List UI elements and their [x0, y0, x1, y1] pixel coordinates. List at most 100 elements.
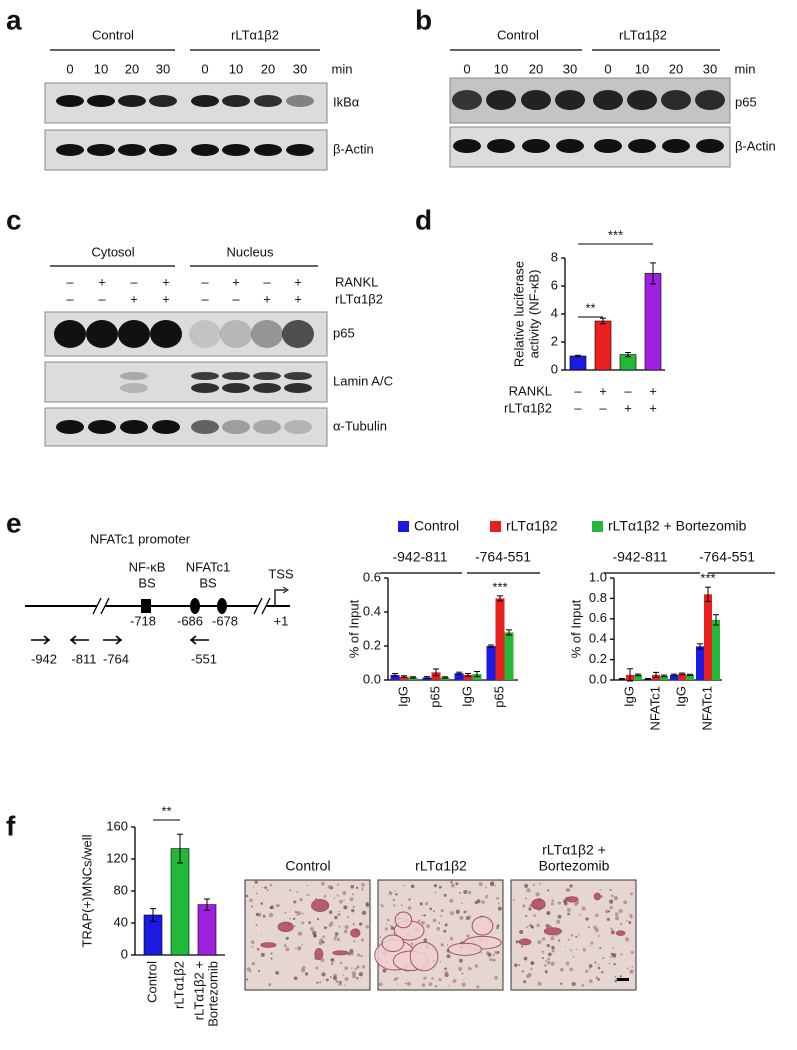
y-tick-label: 0.2	[363, 637, 381, 652]
micrograph-texture	[426, 924, 430, 929]
micrograph-texture	[526, 888, 531, 893]
condition-sign: –	[624, 383, 632, 398]
treatment-label: RANKL	[335, 274, 378, 289]
osteoclast	[531, 898, 546, 910]
blot-band	[253, 383, 281, 393]
micrograph-texture	[249, 898, 253, 903]
blot-band	[251, 320, 283, 348]
osteoclast	[543, 927, 562, 936]
break-mark	[92, 597, 102, 615]
tss-arrowhead	[282, 586, 289, 594]
micrograph-texture	[308, 921, 312, 925]
nfkb-site	[141, 599, 151, 613]
micrograph-texture	[525, 897, 528, 900]
y-tick-label: 0.8	[589, 590, 607, 605]
lane-label: 10	[494, 61, 508, 76]
blot-band	[487, 139, 515, 153]
micrograph-texture	[579, 914, 581, 916]
micrograph-texture	[318, 941, 323, 946]
bar	[408, 677, 418, 680]
micrograph-texture	[325, 978, 329, 982]
micrograph-texture	[446, 954, 451, 959]
panel-label: e	[6, 507, 22, 538]
bar	[440, 677, 450, 680]
micrograph-texture	[344, 976, 349, 982]
group-label: Control	[92, 27, 134, 42]
micrograph-texture	[587, 926, 590, 929]
blot-band	[120, 372, 148, 380]
micrograph-texture	[334, 915, 338, 920]
micrograph-texture	[275, 970, 280, 975]
micrograph-texture	[425, 902, 429, 906]
micrograph-texture	[394, 890, 396, 893]
blot-band	[222, 144, 250, 156]
micrograph-texture	[440, 943, 444, 947]
osteoclast	[311, 898, 330, 912]
osteoclast	[471, 916, 494, 936]
blot-band	[222, 420, 250, 434]
micrograph-texture	[438, 978, 442, 982]
micrograph-texture	[349, 897, 354, 902]
micrograph-texture	[629, 892, 634, 896]
treatment-sign: –	[130, 274, 138, 289]
micrograph-texture	[352, 893, 355, 896]
micrograph-texture	[496, 926, 499, 930]
micrograph-texture	[423, 914, 426, 917]
micrograph-texture	[261, 886, 263, 889]
condition-sign: +	[649, 400, 657, 415]
micrograph-texture	[455, 882, 459, 886]
micrograph-texture	[551, 899, 555, 903]
micrograph-texture	[347, 916, 350, 919]
annotation: ***	[700, 571, 715, 586]
micrograph-texture	[395, 893, 398, 896]
micrograph-texture	[612, 947, 615, 950]
micrograph-texture	[266, 889, 269, 892]
micrograph-texture	[316, 918, 320, 921]
micrograph-texture	[594, 927, 599, 933]
treatment-sign: –	[98, 291, 106, 306]
micrograph-texture	[338, 925, 341, 928]
micrograph-texture	[260, 952, 265, 957]
micrograph-texture	[333, 897, 335, 900]
lane-label: 20	[669, 61, 683, 76]
blot-band	[220, 320, 252, 348]
micrograph-texture	[547, 957, 550, 961]
x-tick-label: Bortezomib	[205, 961, 220, 1027]
micrograph-texture	[351, 971, 357, 976]
micrograph-texture	[365, 902, 369, 906]
treatment-label: rLTα1β2	[335, 291, 383, 306]
treatment-sign: –	[232, 291, 240, 306]
micrograph-texture	[335, 979, 339, 983]
micrograph-texture	[269, 883, 273, 887]
micrograph-texture	[356, 977, 359, 980]
bar	[399, 676, 409, 680]
micrograph-texture	[251, 905, 254, 908]
micrograph-texture	[438, 922, 441, 924]
micrograph-texture	[400, 904, 403, 906]
micrograph-texture	[339, 961, 343, 965]
micrograph-texture	[268, 983, 272, 987]
micrograph-texture	[455, 909, 460, 914]
primer-arrowhead	[43, 635, 51, 645]
blot-band	[86, 320, 118, 348]
band-label: p65	[333, 325, 355, 340]
bar	[594, 320, 612, 371]
blot-image	[44, 361, 328, 403]
position-label: -678	[212, 613, 238, 628]
micrograph-texture	[336, 894, 340, 897]
micrograph-texture	[322, 935, 326, 939]
blot-band	[254, 144, 282, 156]
osteoclast	[615, 930, 626, 937]
micrograph-texture	[408, 898, 411, 901]
micrograph-texture	[541, 956, 544, 960]
y-tick-label: 2	[551, 333, 558, 348]
treatment-sign: +	[294, 274, 302, 289]
micrograph-texture	[530, 925, 534, 929]
micrograph-texture	[440, 915, 442, 917]
micrograph-texture	[463, 889, 468, 895]
micrograph-texture	[285, 936, 289, 940]
micrograph-texture	[489, 957, 493, 962]
blot-band	[627, 90, 657, 110]
micrograph-texture	[334, 934, 338, 939]
blot-band	[191, 383, 219, 393]
